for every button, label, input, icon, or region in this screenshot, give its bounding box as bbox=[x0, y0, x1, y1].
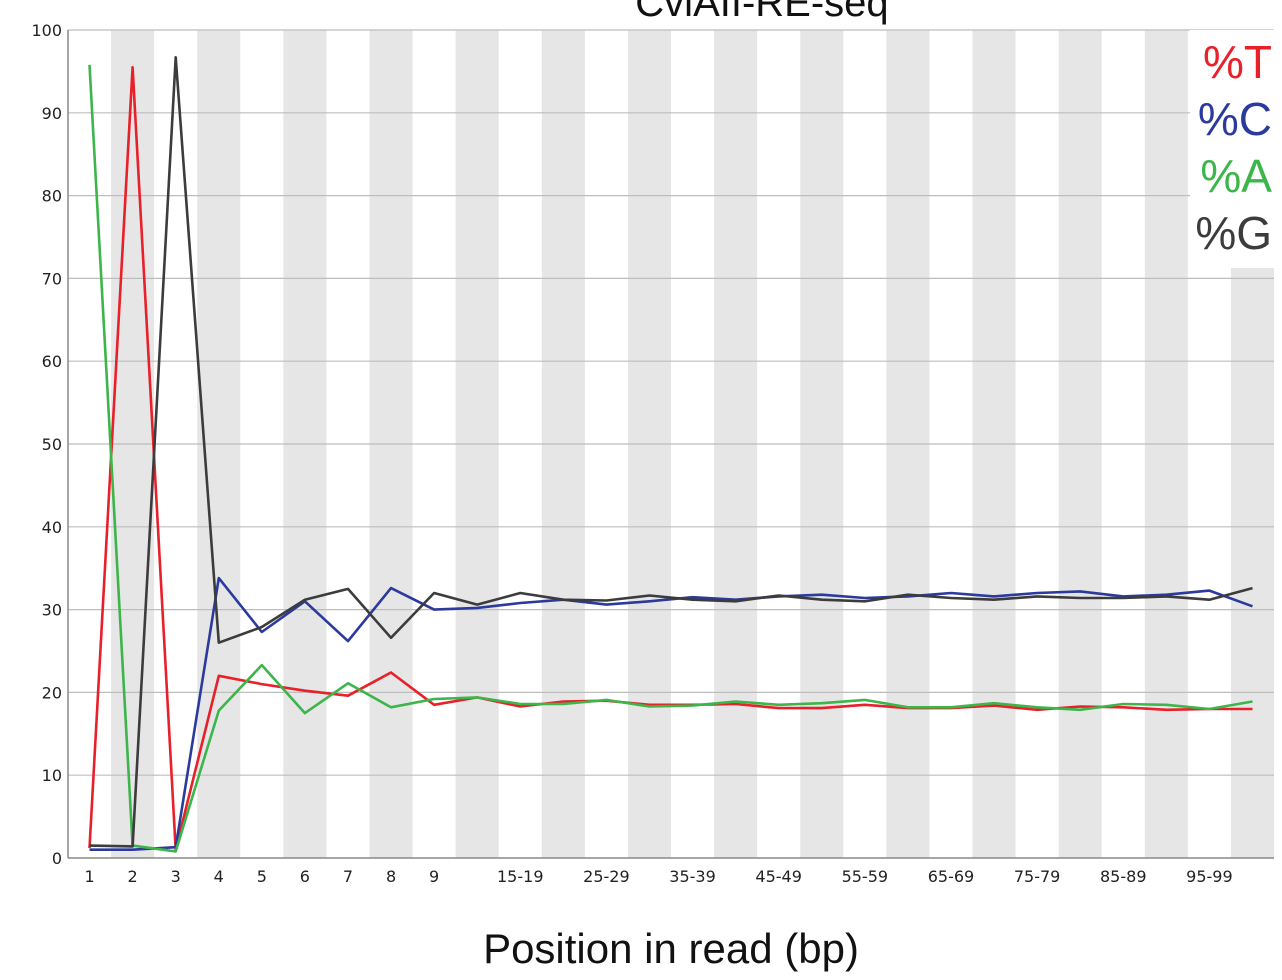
series-line-pct-c bbox=[89, 576, 1253, 852]
y-tick-50: 50 bbox=[42, 435, 62, 454]
y-tick-90: 90 bbox=[42, 104, 62, 123]
x-tick-85-89: 85-89 bbox=[1100, 867, 1147, 886]
x-tick-2: 2 bbox=[128, 867, 138, 886]
chart-title: CviAII-RE-seq bbox=[635, 0, 888, 25]
legend-entry-pct-a: %A bbox=[1200, 150, 1272, 202]
y-tick-0: 0 bbox=[52, 849, 62, 868]
x-tick-1: 1 bbox=[84, 867, 94, 886]
x-tick-75-79: 75-79 bbox=[1014, 867, 1061, 886]
legend-entry-pct-c: %C bbox=[1198, 93, 1272, 145]
y-tick-10: 10 bbox=[42, 766, 62, 785]
x-tick-4: 4 bbox=[214, 867, 224, 886]
y-tick-60: 60 bbox=[42, 352, 62, 371]
series-lines bbox=[88, 55, 1253, 853]
axes bbox=[67, 30, 1274, 859]
x-tick-5: 5 bbox=[257, 867, 267, 886]
series-line-pct-a bbox=[88, 64, 1253, 853]
x-tick-8: 8 bbox=[386, 867, 396, 886]
y-tick-80: 80 bbox=[42, 187, 62, 206]
y-tick-30: 30 bbox=[42, 601, 62, 620]
x-tick-9: 9 bbox=[429, 867, 439, 886]
x-tick-7: 7 bbox=[343, 867, 353, 886]
horizontal-gridlines bbox=[68, 29, 1274, 776]
x-tick-55-59: 55-59 bbox=[842, 867, 889, 886]
legend-entry-pct-g: %G bbox=[1195, 207, 1272, 259]
x-tick-95-99: 95-99 bbox=[1186, 867, 1233, 886]
x-tick-35-39: 35-39 bbox=[669, 867, 716, 886]
y-tick-70: 70 bbox=[42, 269, 62, 288]
legend-background bbox=[1190, 30, 1282, 268]
x-tick-15-19: 15-19 bbox=[497, 867, 544, 886]
y-tick-20: 20 bbox=[42, 683, 62, 702]
y-tick-100: 100 bbox=[31, 21, 62, 40]
series-line-pct-g bbox=[89, 55, 1253, 848]
legend-box bbox=[1190, 30, 1282, 268]
x-tick-25-29: 25-29 bbox=[583, 867, 630, 886]
x-tick-6: 6 bbox=[300, 867, 310, 886]
legend-entry-pct-t: %T bbox=[1203, 36, 1272, 88]
x-tick-3: 3 bbox=[171, 867, 181, 886]
x-tick-45-49: 45-49 bbox=[755, 867, 802, 886]
y-tick-40: 40 bbox=[42, 518, 62, 537]
legend: %T%C%A%G bbox=[1195, 36, 1272, 259]
x-axis-label: Position in read (bp) bbox=[483, 925, 859, 972]
x-tick-65-69: 65-69 bbox=[928, 867, 975, 886]
x-tick-labels: 1 2 3 4 5 6 7 8 9 15-19 25-29 35-39 45-49 55-59 65-69 7… bbox=[84, 867, 1232, 886]
y-tick-labels: 0 10 20 30 40 50 60 70 80 90 100 bbox=[31, 21, 62, 868]
